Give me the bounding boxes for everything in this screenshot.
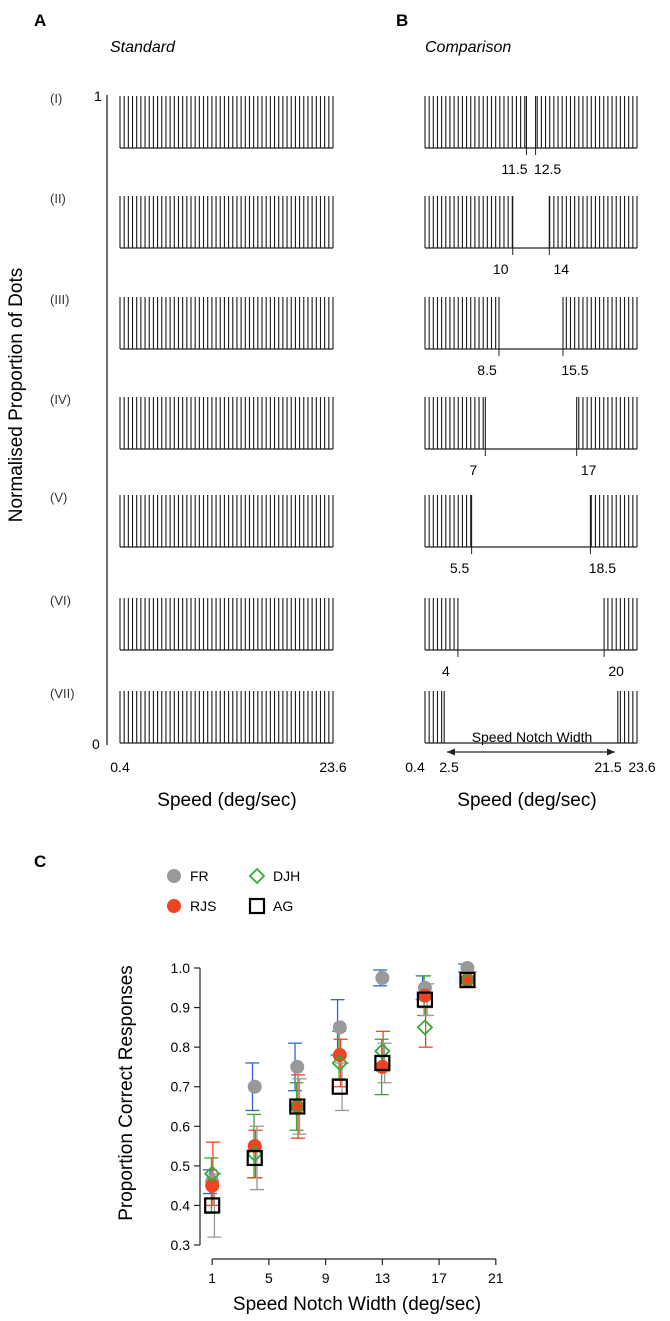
row-label: (III) (50, 292, 70, 307)
notch-left-label: 11.5 (501, 161, 527, 177)
c-x-tick-label: 21 (488, 1270, 504, 1286)
notch-right-label: 12.5 (534, 161, 561, 177)
notch-right-label: 20 (608, 663, 624, 679)
legend-label-djh: DJH (273, 868, 300, 884)
data-point-fr (375, 970, 390, 985)
data-point-djh (331, 1054, 349, 1072)
notch-left-label: 8.5 (477, 362, 497, 378)
data-point-ag (416, 991, 434, 1008)
data-point-ag (289, 1098, 306, 1115)
c-x-tick-label: 1 (208, 1270, 216, 1286)
panel-c-letter: C (34, 852, 46, 871)
c-y-tick-label: 1.0 (171, 960, 191, 976)
notch-arrow-right-head (607, 748, 615, 756)
panel-a-y-top: 1 (94, 88, 102, 104)
panel-b-x-tick-0: 0.4 (405, 759, 425, 775)
data-point-ag (459, 971, 476, 988)
row-label: (VII) (50, 686, 75, 701)
panel-a-y-title: Normalised Proportion of Dots (6, 268, 27, 523)
data-point-ag (331, 1078, 348, 1095)
notch-right-label: 18.5 (589, 560, 616, 576)
data-point-djh (203, 1165, 221, 1183)
data-point-ag (246, 1149, 263, 1167)
legend-marker-fr (167, 869, 181, 883)
panel-c-legend: FR RJS DJH AG (167, 867, 300, 915)
c-x-tick-label: 9 (322, 1270, 330, 1286)
row-label: (IV) (50, 392, 71, 407)
panel-b-x-tick-2: 21.5 (594, 759, 621, 775)
c-x-tick-label: 13 (375, 1270, 391, 1286)
legend-label-ag: AG (273, 898, 293, 914)
panel-a-subtitle: Standard (110, 39, 176, 56)
notch-left-label: 7 (469, 462, 477, 478)
data-point-rjs (460, 972, 475, 987)
legend-marker-rjs (167, 899, 181, 913)
data-point-rjs (205, 1178, 220, 1193)
data-point-rjs (375, 1059, 390, 1074)
panel-c-y-title: Proportion Correct Responses (116, 965, 137, 1221)
panel-a-raster-group: (I) (II) (III) (IV) (V) (VI) (VII) (50, 91, 334, 744)
c-y-tick-label: 0.3 (171, 1237, 191, 1253)
panel-b-letter: B (396, 11, 408, 30)
notch-right-label: 17 (581, 462, 597, 478)
notch-left-label: 10 (493, 261, 509, 277)
notch-right-label: 15.5 (561, 362, 588, 378)
row-label: (VI) (50, 593, 71, 608)
legend-marker-djh (248, 867, 266, 885)
c-y-tick-label: 0.4 (171, 1197, 191, 1213)
panel-b-x-tick-1: 2.5 (439, 759, 459, 775)
panel-a-x-max: 23.6 (319, 759, 346, 775)
notch-left-label: 5.5 (450, 560, 470, 576)
data-point-ag (204, 1197, 221, 1214)
data-point-fr (332, 1020, 347, 1035)
data-point-rjs (290, 1099, 305, 1114)
notch-width-label: Speed Notch Width (472, 729, 593, 745)
panel-b-x-title: Speed (deg/sec) (457, 790, 596, 811)
panel-c-plot: 0.3 0.4 0.5 0.6 0.7 0.8 0.9 1.0 1 5 9 13 17 21 (171, 960, 504, 1286)
legend-label-fr: FR (190, 868, 209, 884)
data-point-rjs (417, 988, 432, 1003)
notch-right-label: 14 (553, 261, 569, 277)
c-y-tick-label: 0.6 (171, 1118, 191, 1134)
panel-a-letter: A (34, 11, 46, 30)
panel-a-x-min: 0.4 (110, 759, 130, 775)
panel-c-x-title: Speed Notch Width (deg/sec) (233, 1294, 481, 1315)
c-x-tick-label: 17 (431, 1270, 447, 1286)
data-point-djh (416, 1019, 434, 1036)
data-point-fr (460, 961, 475, 975)
legend-label-rjs: RJS (190, 898, 216, 914)
row-label: (II) (50, 191, 66, 206)
row-label: (I) (50, 91, 62, 106)
data-point-djh (374, 1042, 391, 1060)
c-x-tick-label: 5 (265, 1270, 273, 1286)
row-label: (V) (50, 490, 67, 505)
c-y-tick-label: 0.7 (171, 1079, 191, 1095)
data-point-fr (290, 1059, 305, 1074)
panel-b-raster-group: 11.5 12.5 10 14 8.5 15.5 7 17 5.5 18.5 4 20 (424, 96, 638, 744)
c-y-tick-label: 0.9 (171, 1000, 191, 1016)
panel-a-y-bottom: 0 (92, 736, 100, 752)
panel-b-x-tick-3: 23.6 (628, 759, 655, 775)
data-point-ag (374, 1054, 391, 1072)
data-point-fr (247, 1079, 262, 1094)
panel-b-subtitle: Comparison (425, 39, 511, 56)
c-y-tick-label: 0.5 (171, 1158, 191, 1174)
notch-left-label: 4 (442, 663, 450, 679)
panel-a-x-title: Speed (deg/sec) (157, 790, 296, 811)
c-y-tick-label: 0.8 (171, 1039, 191, 1055)
notch-arrow-left-head (447, 748, 455, 756)
legend-marker-ag (248, 897, 266, 915)
